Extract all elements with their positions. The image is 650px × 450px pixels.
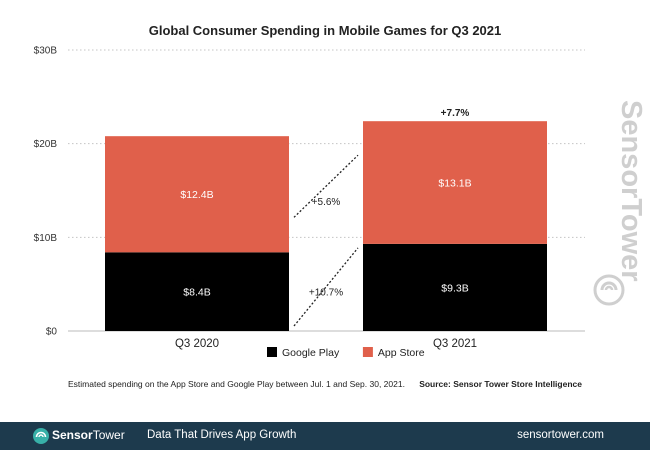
legend-label: Google Play — [282, 347, 340, 359]
growth-label-google-play: +10.7% — [309, 288, 343, 299]
chart-title: Global Consumer Spending in Mobile Games… — [149, 23, 502, 38]
y-tick-label: $0 — [46, 327, 58, 338]
segment-value-label: $8.4B — [183, 287, 210, 299]
growth-annotations: +10.7% +5.6% +7.7% — [293, 108, 470, 327]
legend-label: App Store — [378, 347, 425, 359]
watermark-logo — [593, 274, 625, 306]
sensortower-logo-icon — [33, 428, 49, 444]
footnote: Estimated spending on the App Store and … — [68, 379, 405, 389]
labels: $8.4B $12.4B Q3 2020 $9.3B $13.1B Q3 2021 — [175, 178, 477, 350]
watermark-text: SensorTower — [615, 100, 647, 282]
growth-connector-google-play — [293, 247, 359, 327]
growth-label-app-store: +5.6% — [312, 197, 341, 208]
y-tick-label: $10B — [34, 233, 58, 244]
footer-tagline: Data That Drives App Growth — [147, 429, 297, 441]
growth-connector-app-store — [293, 154, 359, 218]
bar-google-play-q3-2020 — [105, 252, 289, 331]
bars — [105, 121, 547, 331]
x-category-label: Q3 2020 — [175, 338, 219, 350]
x-category-label: Q3 2021 — [433, 338, 477, 350]
bar-google-play-q3-2021 — [363, 243, 547, 331]
source-note: Source: Sensor Tower Store Intelligence — [419, 379, 582, 389]
footer-site-link[interactable]: sensortower.com — [517, 429, 604, 441]
y-tick-label: $20B — [34, 139, 58, 150]
segment-value-label: $9.3B — [441, 282, 468, 294]
bar-app-store-q3-2021 — [363, 121, 547, 244]
legend-swatch — [267, 347, 277, 357]
growth-label-total: +7.7% — [441, 108, 470, 119]
footer-bar: SensorTower Data That Drives App Growth … — [0, 422, 650, 450]
chart: Global Consumer Spending in Mobile Games… — [34, 23, 647, 389]
segment-value-label: $13.1B — [438, 178, 471, 190]
segment-value-label: $12.4B — [180, 189, 213, 201]
y-tick-label: $30B — [34, 46, 58, 57]
footer-brand: SensorTower — [52, 428, 125, 442]
legend: Google Play App Store — [267, 347, 425, 359]
legend-swatch — [362, 347, 373, 357]
bar-app-store-q3-2020 — [105, 136, 289, 253]
